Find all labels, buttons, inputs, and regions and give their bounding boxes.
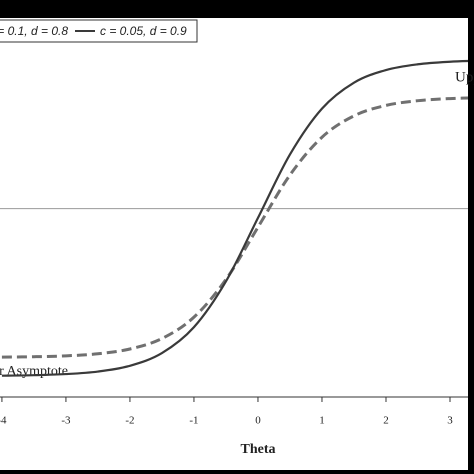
series-line	[1, 59, 468, 377]
x-tick-label: 2	[383, 415, 389, 427]
x-axis-label: Theta	[241, 442, 276, 457]
plot-background	[0, 18, 468, 470]
x-tick-label: -1	[189, 415, 198, 427]
legend-label: c = 0.1, d = 0.8	[0, 24, 68, 38]
legend-label: c = 0.05, d = 0.9	[100, 24, 187, 38]
lower-annotation: Lower Asymptote	[0, 364, 68, 379]
legend-box	[0, 19, 198, 43]
x-tick-label: -2	[125, 415, 134, 427]
x-tick-label: 0	[255, 415, 261, 427]
x-tick-label: -3	[61, 415, 71, 427]
series-line	[1, 96, 468, 359]
x-tick-label: 3	[447, 415, 453, 427]
upper-annotation: Upper Asymptote	[455, 69, 474, 85]
x-tick-label: 1	[319, 415, 325, 427]
x-tick-label: -4	[0, 415, 7, 427]
plot-area	[0, 59, 468, 377]
